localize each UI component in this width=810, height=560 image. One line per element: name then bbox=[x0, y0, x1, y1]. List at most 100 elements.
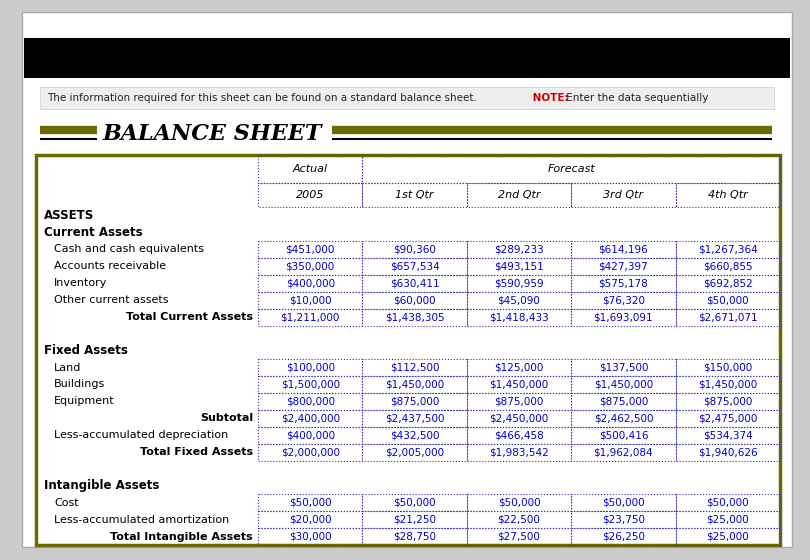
Text: Less-accumulated depreciation: Less-accumulated depreciation bbox=[54, 431, 228, 440]
Text: 1st Qtr: 1st Qtr bbox=[395, 190, 434, 200]
Text: $432,500: $432,500 bbox=[390, 431, 439, 440]
Text: $800,000: $800,000 bbox=[286, 396, 335, 407]
Text: $2,437,500: $2,437,500 bbox=[385, 413, 445, 423]
Text: $20,000: $20,000 bbox=[289, 515, 331, 525]
Text: $493,151: $493,151 bbox=[494, 262, 544, 272]
Text: Total Current Assets: Total Current Assets bbox=[126, 312, 253, 323]
Text: $90,360: $90,360 bbox=[393, 245, 436, 254]
Text: $875,000: $875,000 bbox=[599, 396, 648, 407]
Text: $1,450,000: $1,450,000 bbox=[698, 380, 757, 390]
Text: $150,000: $150,000 bbox=[703, 362, 752, 372]
Text: $466,458: $466,458 bbox=[494, 431, 544, 440]
Text: Forecast: Forecast bbox=[548, 164, 595, 174]
Text: $50,000: $50,000 bbox=[706, 497, 749, 507]
Text: Land: Land bbox=[54, 362, 81, 372]
Text: The information required for this sheet can be found on a standard balance sheet: The information required for this sheet … bbox=[47, 93, 477, 103]
Text: Inventory: Inventory bbox=[54, 278, 108, 288]
Text: NOTE:: NOTE: bbox=[529, 93, 569, 103]
Text: $2,400,000: $2,400,000 bbox=[280, 413, 339, 423]
Text: $50,000: $50,000 bbox=[602, 497, 645, 507]
Text: $50,000: $50,000 bbox=[706, 295, 749, 305]
Text: $25,000: $25,000 bbox=[706, 515, 749, 525]
Text: $23,750: $23,750 bbox=[602, 515, 645, 525]
Text: $1,693,091: $1,693,091 bbox=[594, 312, 653, 323]
Text: $125,000: $125,000 bbox=[494, 362, 544, 372]
Text: Less-accumulated amortization: Less-accumulated amortization bbox=[54, 515, 229, 525]
Text: $427,397: $427,397 bbox=[599, 262, 648, 272]
Text: $137,500: $137,500 bbox=[599, 362, 648, 372]
Text: $28,750: $28,750 bbox=[393, 531, 436, 542]
Text: 2nd Qtr: 2nd Qtr bbox=[498, 190, 540, 200]
Text: Actual: Actual bbox=[292, 164, 328, 174]
Text: 4th Qtr: 4th Qtr bbox=[708, 190, 748, 200]
Text: $10,000: $10,000 bbox=[289, 295, 331, 305]
Text: BALANCE SHEET: BALANCE SHEET bbox=[102, 123, 322, 145]
Text: $2,000,000: $2,000,000 bbox=[281, 447, 339, 458]
Text: $1,940,626: $1,940,626 bbox=[698, 447, 757, 458]
Text: $60,000: $60,000 bbox=[394, 295, 436, 305]
Text: $1,450,000: $1,450,000 bbox=[594, 380, 653, 390]
Text: $1,983,542: $1,983,542 bbox=[489, 447, 549, 458]
Text: Other current assets: Other current assets bbox=[54, 295, 168, 305]
Text: $2,671,071: $2,671,071 bbox=[698, 312, 757, 323]
Text: $50,000: $50,000 bbox=[394, 497, 436, 507]
Text: $590,959: $590,959 bbox=[494, 278, 544, 288]
Text: Cash and cash equivalents: Cash and cash equivalents bbox=[54, 245, 204, 254]
Text: $630,411: $630,411 bbox=[390, 278, 439, 288]
Text: $350,000: $350,000 bbox=[286, 262, 335, 272]
Text: $45,090: $45,090 bbox=[497, 295, 540, 305]
Text: $1,267,364: $1,267,364 bbox=[698, 245, 757, 254]
Text: $30,000: $30,000 bbox=[289, 531, 331, 542]
Text: $1,500,000: $1,500,000 bbox=[280, 380, 339, 390]
Text: $50,000: $50,000 bbox=[289, 497, 331, 507]
Text: $614,196: $614,196 bbox=[599, 245, 648, 254]
Text: $1,450,000: $1,450,000 bbox=[385, 380, 444, 390]
Text: ASSETS: ASSETS bbox=[44, 209, 94, 222]
Text: Equipment: Equipment bbox=[54, 396, 115, 407]
Text: $100,000: $100,000 bbox=[286, 362, 335, 372]
Text: $1,962,084: $1,962,084 bbox=[594, 447, 653, 458]
Text: Total Fixed Assets: Total Fixed Assets bbox=[140, 447, 253, 458]
Text: $1,450,000: $1,450,000 bbox=[489, 380, 548, 390]
Text: $2,005,000: $2,005,000 bbox=[385, 447, 444, 458]
Bar bbox=[24, 38, 790, 78]
Text: $25,000: $25,000 bbox=[706, 531, 749, 542]
Text: Fixed Assets: Fixed Assets bbox=[44, 344, 128, 357]
Text: $575,178: $575,178 bbox=[599, 278, 648, 288]
Text: Cost: Cost bbox=[54, 497, 79, 507]
Text: Current Assets: Current Assets bbox=[44, 226, 143, 239]
Text: $1,438,305: $1,438,305 bbox=[385, 312, 445, 323]
Text: $534,374: $534,374 bbox=[703, 431, 752, 440]
Text: $875,000: $875,000 bbox=[390, 396, 439, 407]
Text: $400,000: $400,000 bbox=[286, 278, 335, 288]
Text: Buildings: Buildings bbox=[54, 380, 105, 390]
Text: $76,320: $76,320 bbox=[602, 295, 645, 305]
Text: $27,500: $27,500 bbox=[497, 531, 540, 542]
Text: Intangible Assets: Intangible Assets bbox=[44, 479, 160, 492]
Text: Total Intangible Assets: Total Intangible Assets bbox=[110, 531, 253, 542]
Text: 3rd Qtr: 3rd Qtr bbox=[603, 190, 643, 200]
Text: Accounts receivable: Accounts receivable bbox=[54, 262, 166, 272]
Text: $400,000: $400,000 bbox=[286, 431, 335, 440]
Text: $875,000: $875,000 bbox=[494, 396, 544, 407]
Bar bbox=[36, 155, 780, 545]
Text: $1,418,433: $1,418,433 bbox=[489, 312, 549, 323]
Text: 2005: 2005 bbox=[296, 190, 325, 200]
Text: Enter the data sequentially: Enter the data sequentially bbox=[563, 93, 709, 103]
Text: $2,450,000: $2,450,000 bbox=[489, 413, 548, 423]
Bar bbox=[40, 87, 774, 109]
Text: $692,852: $692,852 bbox=[703, 278, 752, 288]
Text: $21,250: $21,250 bbox=[393, 515, 436, 525]
Text: $660,855: $660,855 bbox=[703, 262, 752, 272]
Text: $2,475,000: $2,475,000 bbox=[698, 413, 757, 423]
Text: $112,500: $112,500 bbox=[390, 362, 439, 372]
Text: $50,000: $50,000 bbox=[497, 497, 540, 507]
Text: Subtotal: Subtotal bbox=[200, 413, 253, 423]
Text: $500,416: $500,416 bbox=[599, 431, 648, 440]
Text: $875,000: $875,000 bbox=[703, 396, 752, 407]
Text: $657,534: $657,534 bbox=[390, 262, 440, 272]
Text: $1,211,000: $1,211,000 bbox=[280, 312, 340, 323]
Text: $289,233: $289,233 bbox=[494, 245, 544, 254]
Text: $2,462,500: $2,462,500 bbox=[594, 413, 653, 423]
Text: $451,000: $451,000 bbox=[285, 245, 335, 254]
